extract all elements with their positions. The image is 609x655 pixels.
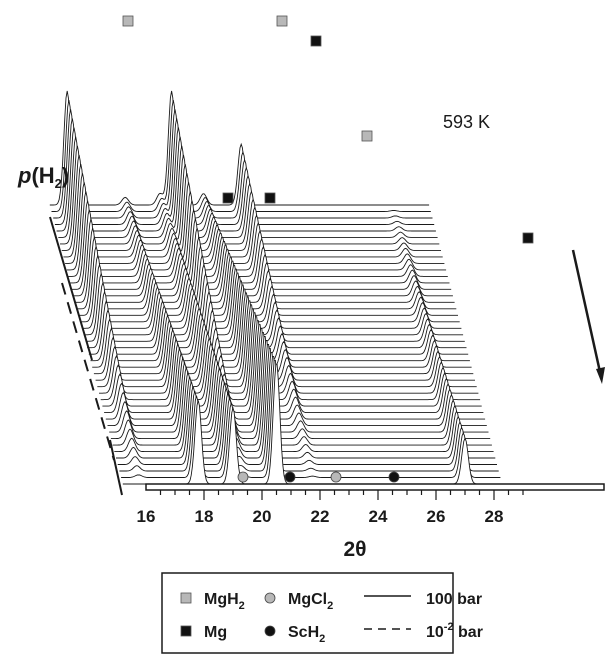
scan-trace	[78, 244, 458, 316]
temperature-annotation: 593 K	[443, 112, 490, 132]
y-label-sub: 2	[55, 176, 62, 191]
arrowhead-icon	[596, 367, 605, 384]
scan-trace	[100, 312, 481, 401]
pressure-dashed-line	[61, 282, 115, 461]
scan-trace	[114, 344, 494, 453]
scan-trace	[121, 359, 501, 478]
trace-fill	[122, 364, 503, 488]
scan-trace	[119, 355, 499, 472]
marker-mgh2	[122, 15, 134, 27]
scan-trace	[65, 173, 445, 264]
scan-trace	[112, 340, 492, 446]
x-tick-label: 28	[485, 507, 504, 526]
scan-trace	[117, 351, 497, 465]
y-axis-label: p(H2)	[17, 163, 69, 191]
scan-trace	[73, 218, 453, 297]
y-label-close: )	[62, 163, 69, 188]
scan-trace	[83, 272, 464, 336]
scan-trace	[88, 284, 469, 355]
scan-trace	[102, 316, 482, 407]
marker-mg	[522, 232, 534, 244]
scan-trace	[93, 296, 474, 375]
x-tick-label: 24	[369, 507, 388, 526]
phase-markers	[122, 15, 534, 483]
scan-trace	[90, 288, 470, 362]
scan-trace	[61, 154, 441, 251]
trace-stack	[49, 90, 503, 488]
scan-trace	[75, 227, 455, 303]
scan-trace	[97, 304, 477, 388]
x-axis-title: 2θ	[343, 538, 366, 561]
y-label-main: (H	[31, 163, 54, 188]
marker-sch2	[284, 471, 296, 483]
scan-trace	[54, 118, 435, 225]
pressure-solid-line-front	[109, 439, 123, 496]
scan-trace	[71, 209, 452, 290]
scan-trace	[63, 164, 443, 258]
legend-square-icon	[180, 592, 192, 604]
legend-square-icon	[180, 625, 192, 637]
x-tick-label: 20	[253, 507, 272, 526]
x-tick-label: 26	[427, 507, 446, 526]
scan-trace	[110, 336, 491, 440]
scan-trace	[53, 109, 433, 219]
marker-sch2	[388, 471, 400, 483]
scan-trace	[58, 136, 438, 238]
scan-trace	[104, 320, 484, 414]
scan-trace	[92, 292, 472, 368]
scan-trace	[95, 300, 475, 381]
scan-trace	[99, 308, 479, 394]
legend-label: Mg	[204, 624, 227, 641]
legend: MgH2 MgCl2 100 bar Mg ScH2 10-2 bar	[161, 572, 483, 654]
x-tick-label: 18	[195, 507, 214, 526]
scan-trace	[107, 328, 487, 427]
x-tick-label: 22	[311, 507, 330, 526]
axis-bar	[145, 483, 605, 491]
legend-label: 10-2 bar	[426, 621, 483, 641]
scan-trace	[105, 324, 486, 420]
scan-trace	[60, 145, 440, 245]
scan-trace	[80, 253, 460, 323]
scan-trace	[82, 263, 462, 329]
marker-mgh2	[361, 130, 373, 142]
legend-label: MgH2	[204, 591, 245, 612]
scan-trace	[85, 276, 465, 342]
legend-label: 100 bar	[426, 591, 482, 608]
y-label-p: p	[17, 163, 31, 188]
scan-trace	[66, 182, 447, 271]
pressure-indicators	[49, 216, 605, 496]
legend-box	[161, 572, 454, 654]
scan-trace	[51, 100, 431, 212]
scan-trace	[70, 200, 450, 284]
scan-trace	[87, 280, 467, 349]
legend-label: ScH2	[288, 624, 325, 645]
marker-mg	[264, 192, 276, 204]
scan-trace	[116, 347, 496, 459]
scan-trace	[56, 127, 436, 232]
legend-circle-icon	[264, 625, 276, 637]
legend-circle-icon	[264, 592, 276, 604]
pressure-solid-line	[49, 216, 93, 361]
scan-trace	[77, 235, 457, 310]
legend-label: MgCl2	[288, 591, 333, 612]
x-tick-label: 16	[137, 507, 156, 526]
marker-mg	[222, 192, 234, 204]
scan-trace	[49, 90, 430, 206]
scan-trace	[109, 332, 489, 433]
x-axis: 16 18 20 22 24 26 28	[137, 483, 605, 526]
marker-mg	[310, 35, 322, 47]
marker-mgcl2	[237, 471, 249, 483]
marker-mgh2	[276, 15, 288, 27]
scan-trace	[68, 191, 448, 277]
marker-mgcl2	[330, 471, 342, 483]
direction-arrow	[571, 249, 602, 373]
